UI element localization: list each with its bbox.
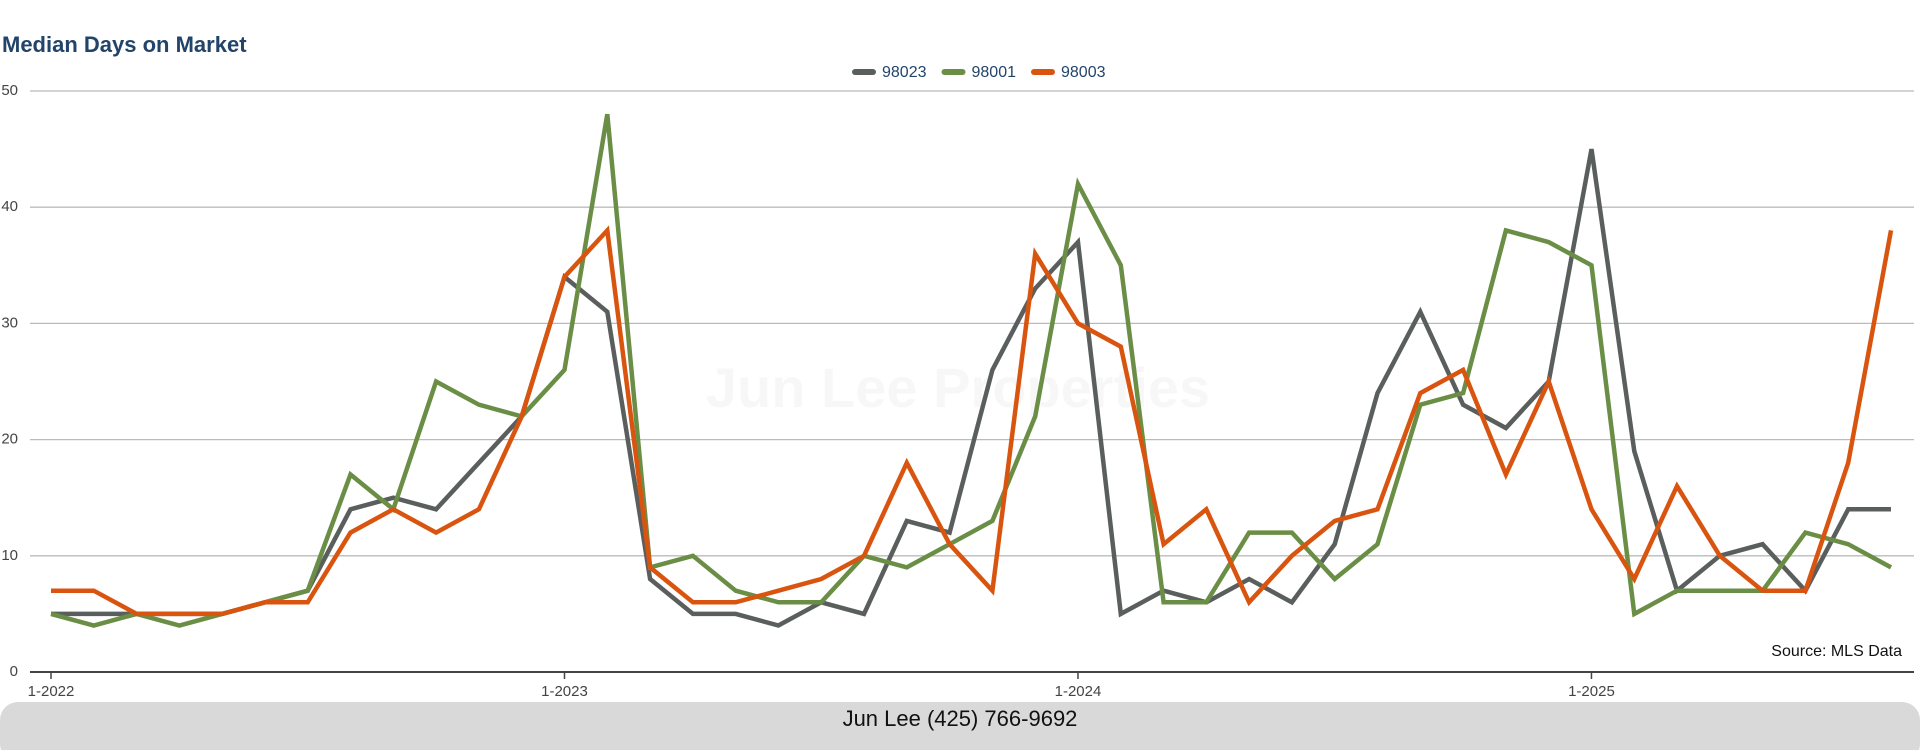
- y-tick-label: 10: [1, 547, 18, 564]
- y-tick-label: 20: [1, 431, 18, 448]
- series-line: [51, 225, 1894, 617]
- x-tick-label: 1-2022: [28, 683, 75, 700]
- series-line: [50, 113, 1893, 628]
- footer-bar: [0, 702, 1920, 750]
- y-tick-label: 40: [1, 198, 18, 215]
- y-tick-label: 30: [1, 314, 18, 331]
- x-tick-label: 1-2024: [1055, 683, 1102, 700]
- chart-title: Median Days on Market: [2, 32, 247, 57]
- x-tick-label: 1-2023: [541, 683, 588, 700]
- legend-label: 98001: [972, 64, 1017, 81]
- source-note: Source: MLS Data: [1771, 643, 1902, 660]
- footer-text: Jun Lee (425) 766-9692: [843, 706, 1078, 731]
- x-tick-label: 1-2025: [1568, 683, 1615, 700]
- series-line: [51, 148, 1891, 628]
- legend: 98023 98001 98003: [852, 64, 1106, 81]
- legend-label: 98003: [1061, 64, 1106, 81]
- y-tick-label: 0: [10, 663, 18, 680]
- legend-label: 98023: [882, 64, 927, 81]
- y-tick-label: 50: [1, 82, 18, 99]
